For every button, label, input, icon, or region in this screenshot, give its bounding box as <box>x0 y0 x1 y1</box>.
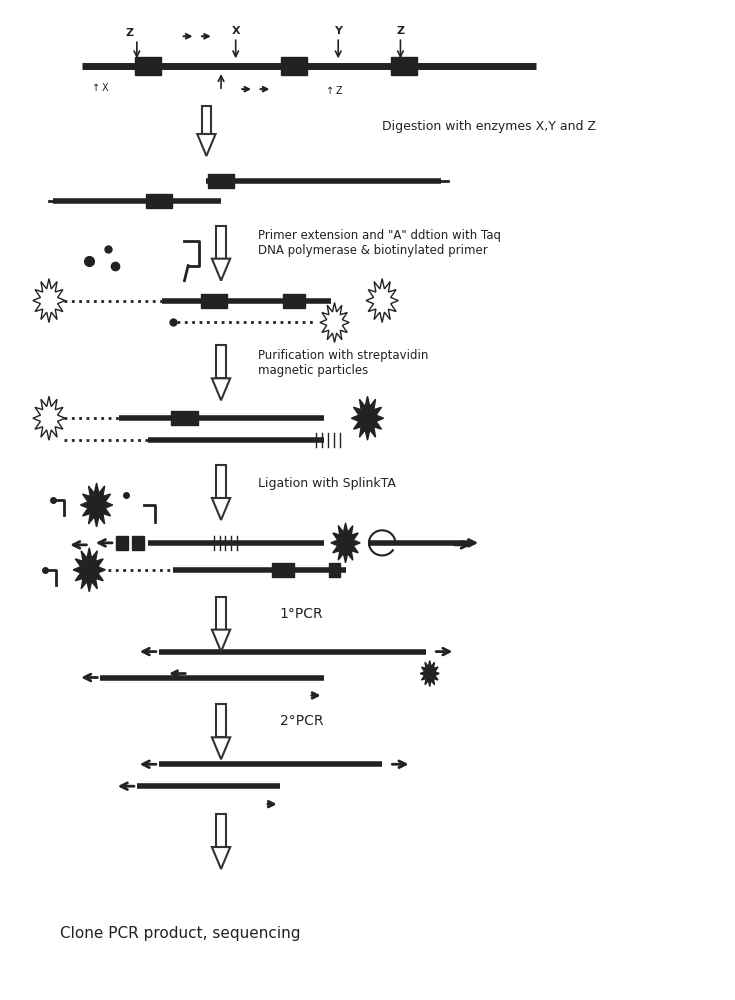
Polygon shape <box>212 378 230 400</box>
Text: 2°PCR: 2°PCR <box>279 714 323 728</box>
Text: Z: Z <box>396 26 404 36</box>
Bar <box>283 294 305 308</box>
Polygon shape <box>420 661 440 686</box>
Bar <box>391 57 417 75</box>
Polygon shape <box>74 548 105 592</box>
Text: Clone PCR product, sequencing: Clone PCR product, sequencing <box>60 926 301 941</box>
Bar <box>216 597 226 630</box>
Text: Digestion with enzymes X,Y and Z: Digestion with enzymes X,Y and Z <box>382 120 596 133</box>
Polygon shape <box>351 396 384 440</box>
Polygon shape <box>197 134 215 156</box>
Polygon shape <box>33 279 65 322</box>
Bar <box>216 704 226 737</box>
Bar <box>216 226 226 259</box>
Bar <box>272 563 294 577</box>
Bar <box>216 345 226 378</box>
Text: Primer extension and "A" ddtion with Taq
DNA polymerase & biotinylated primer: Primer extension and "A" ddtion with Taq… <box>258 229 501 257</box>
Text: X: X <box>232 26 240 36</box>
Text: 1°PCR: 1°PCR <box>279 607 323 621</box>
Polygon shape <box>366 279 398 322</box>
Bar <box>146 194 172 208</box>
Bar <box>116 536 128 550</box>
Polygon shape <box>33 396 65 440</box>
Bar <box>281 57 307 75</box>
Bar <box>201 106 211 134</box>
Text: $\uparrow$Z: $\uparrow$Z <box>324 84 345 96</box>
Text: Purification with streptavidin
magnetic particles: Purification with streptavidin magnetic … <box>258 349 428 377</box>
Polygon shape <box>212 630 230 652</box>
Polygon shape <box>212 259 230 281</box>
Text: Z: Z <box>126 28 134 38</box>
Bar <box>201 294 227 308</box>
Bar <box>208 174 234 188</box>
Text: $\uparrow$X: $\uparrow$X <box>90 81 110 93</box>
Polygon shape <box>320 303 349 342</box>
Bar <box>135 57 161 75</box>
Polygon shape <box>212 737 230 759</box>
Bar <box>171 411 198 425</box>
Bar <box>216 814 226 847</box>
Text: Ligation with SplinkTA: Ligation with SplinkTA <box>258 477 395 490</box>
Polygon shape <box>331 523 360 563</box>
Bar <box>216 465 226 498</box>
Bar <box>329 563 340 577</box>
Polygon shape <box>80 483 112 527</box>
Polygon shape <box>212 847 230 869</box>
Text: Y: Y <box>334 26 343 36</box>
Bar <box>132 536 144 550</box>
Polygon shape <box>212 498 230 520</box>
